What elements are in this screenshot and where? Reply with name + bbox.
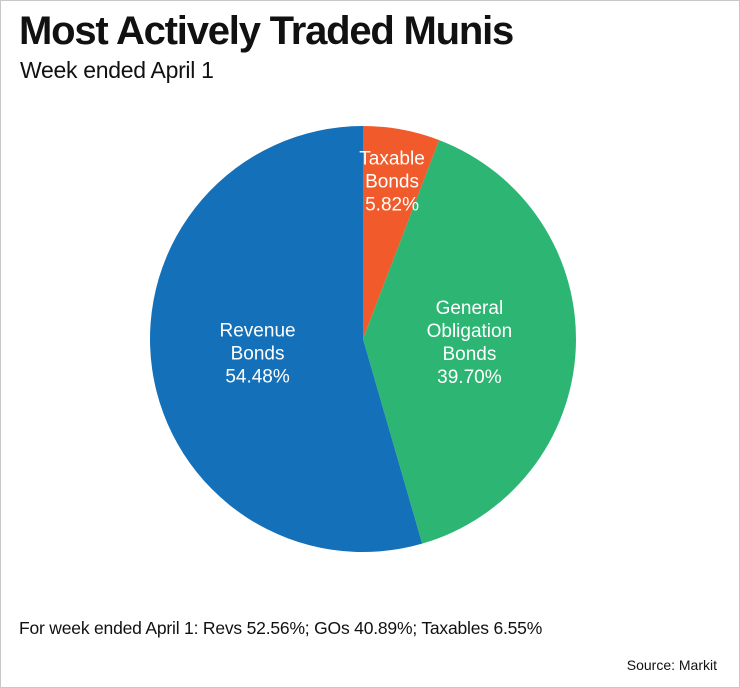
slice-value: 5.82%: [365, 194, 419, 216]
slice-category: Revenue Bonds: [219, 320, 296, 365]
source: Source: Markit: [626, 657, 717, 673]
chart-title: Most Actively Traded Munis: [19, 9, 514, 53]
slice-category: General Obligation Bonds: [426, 298, 513, 366]
chart-subtitle: Week ended April 1: [20, 57, 214, 83]
slice-value: 54.48%: [225, 366, 290, 388]
slice-label: Revenue Bonds 54.48%: [220, 319, 296, 388]
pie-slice: [363, 126, 440, 339]
slice-value: 39.70%: [437, 367, 502, 389]
slice-label: Taxable Bonds 5.82%: [359, 147, 425, 216]
footnote: For week ended April 1: Revs 52.56%; GOs…: [19, 618, 543, 638]
slice-category: Taxable Bonds: [359, 148, 425, 193]
slice-label: General Obligation Bonds 39.70%: [427, 297, 513, 389]
pie-slice: [363, 140, 576, 544]
pie-slice: [150, 126, 423, 552]
